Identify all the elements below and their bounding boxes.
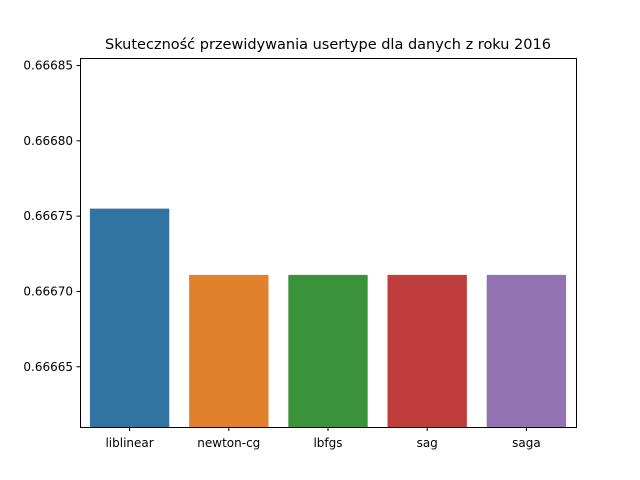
x-axis: liblinear newton-cg lbfgs sag saga (105, 427, 541, 450)
y-axis: 0.66665 0.66670 0.66675 0.66680 0.66685 (23, 59, 81, 374)
x-tick-label: lbfgs (313, 436, 342, 450)
bar-newton-cg (189, 274, 269, 427)
x-tick-label: newton-cg (197, 436, 260, 450)
x-tick-label: liblinear (105, 436, 153, 450)
bars-group (89, 208, 567, 427)
x-tick-label: sag (417, 436, 438, 450)
bar-lbfgs (288, 274, 368, 427)
x-tick-label: saga (512, 436, 541, 450)
bar-saga (486, 274, 567, 427)
bar-liblinear (89, 208, 170, 427)
y-tick-label: 0.66665 (23, 360, 73, 374)
y-tick-label: 0.66675 (23, 209, 73, 223)
chart-title: Skuteczność przewidywania usertype dla d… (105, 37, 551, 53)
plot-frame (80, 58, 577, 428)
y-tick-label: 0.66680 (23, 134, 73, 148)
y-tick-label: 0.66670 (23, 284, 73, 298)
bar-sag (387, 274, 467, 427)
y-tick-label: 0.66685 (23, 59, 73, 73)
